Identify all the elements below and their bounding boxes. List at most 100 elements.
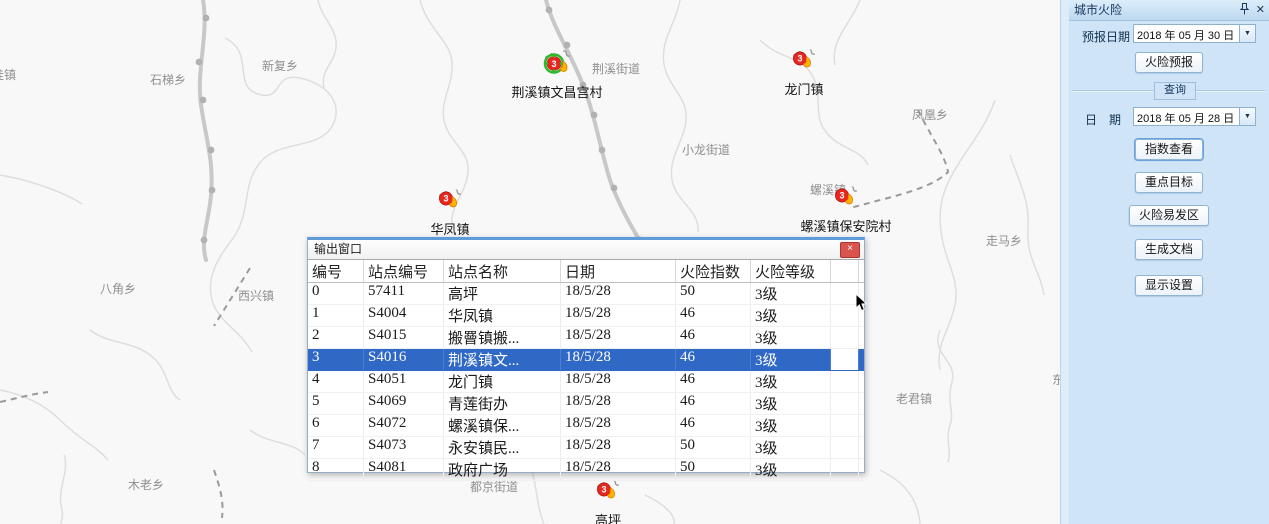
- table-cell: S4016: [364, 349, 444, 370]
- table-column-header[interactable]: 编号: [308, 260, 364, 282]
- table-cell: 46: [676, 415, 751, 436]
- table-cell: 18/5/28: [561, 327, 676, 348]
- table-cell: 3级: [751, 437, 831, 458]
- panel-splitter[interactable]: [1060, 0, 1070, 524]
- panel-button-2[interactable]: 重点目标: [1134, 172, 1204, 193]
- query-date-value: 2018 年 05 月 28 日: [1137, 113, 1235, 125]
- table-column-header[interactable]: 日期: [561, 260, 676, 282]
- table-cell: 搬罾镇搬...: [444, 327, 561, 348]
- table-body: 0 57411 高坪 18/5/28 50 3级 1 S4004 华凤镇 18/5/28 46 3级 2…: [308, 283, 864, 481]
- station-label: 螺溪镇保安院村: [800, 219, 892, 234]
- table-cell: 18/5/28: [561, 283, 676, 304]
- query-date-picker[interactable]: 2018 年 05 月 28 日 ▼: [1133, 107, 1256, 126]
- table-column-header[interactable]: 站点名称: [444, 260, 561, 282]
- map-region-label: 小龙街道: [682, 143, 731, 157]
- table-cell: 政府广场: [444, 459, 561, 480]
- panel-titlebar[interactable]: 城市火险 ✕: [1069, 0, 1269, 21]
- table-cell: [831, 327, 859, 348]
- map-region-label: 木老乡: [128, 478, 165, 492]
- pin-icon[interactable]: [1239, 2, 1250, 18]
- table-row[interactable]: 2 S4015 搬罾镇搬... 18/5/28 46 3级: [308, 327, 864, 349]
- fire-risk-icon[interactable]: 3: [832, 185, 860, 218]
- map-region-label: 荆溪街道: [592, 62, 641, 76]
- panel-button-3[interactable]: 火险易发区: [1128, 205, 1210, 226]
- table-cell: 46: [676, 371, 751, 392]
- table-cell: S4015: [364, 327, 444, 348]
- table-cell: 50: [676, 283, 751, 304]
- map-region-label: 凤凰乡: [912, 108, 949, 122]
- mouse-cursor: [855, 293, 868, 312]
- svg-text:3: 3: [551, 59, 556, 69]
- table-cell: 46: [676, 305, 751, 326]
- query-date-label: 日 期: [1085, 113, 1122, 127]
- table-row[interactable]: 1 S4004 华凤镇 18/5/28 46 3级: [308, 305, 864, 327]
- table-cell: S4073: [364, 437, 444, 458]
- table-cell: [831, 415, 859, 436]
- panel-close-icon[interactable]: ✕: [1255, 3, 1265, 16]
- table-cell: 高坪: [444, 283, 561, 304]
- map-region-label: 石梯乡: [150, 73, 187, 87]
- table-cell: [831, 305, 859, 326]
- fire-forecast-button[interactable]: 火险预报: [1135, 52, 1204, 73]
- output-window[interactable]: 输出窗口 × 编号 站点编号 站点名称 日期 火险指数 火险等级 0 57411 高坪 18/5…: [307, 237, 865, 481]
- forecast-date-picker[interactable]: 2018 年 05 月 30 日 ▼: [1133, 24, 1256, 43]
- panel-button-4[interactable]: 生成文档: [1134, 239, 1204, 260]
- table-row[interactable]: 7 S4073 永安镇民... 18/5/28 50 3级: [308, 437, 864, 459]
- table-cell: 3级: [751, 283, 831, 304]
- table-cell: S4051: [364, 371, 444, 392]
- table-cell: 青莲街办: [444, 393, 561, 414]
- table-cell: S4072: [364, 415, 444, 436]
- table-row[interactable]: 6 S4072 螺溪镇保... 18/5/28 46 3级: [308, 415, 864, 437]
- table-cell: 7: [308, 437, 364, 458]
- table-cell: S4004: [364, 305, 444, 326]
- table-column-header[interactable]: 火险指数: [676, 260, 751, 282]
- table-column-header[interactable]: [831, 260, 859, 282]
- table-cell: 螺溪镇保...: [444, 415, 561, 436]
- table-cell: [831, 349, 859, 370]
- table-row[interactable]: 0 57411 高坪 18/5/28 50 3级: [308, 283, 864, 305]
- map-region-label: 桂镇: [0, 68, 17, 82]
- table-cell: 3: [308, 349, 364, 370]
- chevron-down-icon[interactable]: ▼: [1239, 25, 1255, 42]
- fire-risk-icon[interactable]: 3: [790, 48, 818, 81]
- table-cell: 3级: [751, 415, 831, 436]
- table-cell: 3级: [751, 371, 831, 392]
- svg-text:3: 3: [797, 54, 802, 64]
- fire-risk-icon[interactable]: 3: [540, 50, 574, 86]
- svg-text:3: 3: [839, 191, 844, 201]
- table-row[interactable]: 5 S4069 青莲街办 18/5/28 46 3级: [308, 393, 864, 415]
- table-cell: 4: [308, 371, 364, 392]
- close-icon[interactable]: ×: [840, 242, 860, 258]
- output-window-title: 输出窗口: [314, 242, 363, 256]
- forecast-date-label: 预报日期: [1082, 30, 1131, 44]
- svg-text:3: 3: [443, 194, 448, 204]
- map-region-label: 新复乡: [262, 59, 299, 73]
- table-column-header[interactable]: 站点编号: [364, 260, 444, 282]
- chevron-down-icon[interactable]: ▼: [1239, 108, 1255, 125]
- table-cell: 18/5/28: [561, 305, 676, 326]
- map-region-label: 走马乡: [986, 234, 1023, 248]
- table-row[interactable]: 3 S4016 荆溪镇文... 18/5/28 46 3级: [308, 349, 864, 371]
- table-column-header[interactable]: 火险等级: [751, 260, 831, 282]
- map-region-label: 老君镇: [896, 392, 933, 406]
- table-row[interactable]: 4 S4051 龙门镇 18/5/28 46 3级: [308, 371, 864, 393]
- station-label: 高坪: [594, 513, 622, 524]
- map-region-label: 东: [1052, 373, 1062, 387]
- station-label: 荆溪镇文昌宫村: [511, 85, 603, 100]
- panel-button-5[interactable]: 显示设置: [1134, 275, 1204, 296]
- fire-risk-icon[interactable]: 3: [594, 479, 622, 512]
- table-cell: 57411: [364, 283, 444, 304]
- table-cell: 永安镇民...: [444, 437, 561, 458]
- table-cell: 46: [676, 349, 751, 370]
- table-cell: [831, 283, 859, 304]
- table-row[interactable]: 8 S4081 政府广场 18/5/28 50 3级: [308, 459, 864, 481]
- output-window-titlebar[interactable]: 输出窗口 ×: [308, 240, 864, 260]
- panel-button-1[interactable]: 指数查看: [1134, 139, 1204, 160]
- station-label: 华凤镇: [430, 222, 470, 237]
- table-cell: [831, 459, 859, 480]
- table-cell: 18/5/28: [561, 393, 676, 414]
- table-cell: 0: [308, 283, 364, 304]
- fire-risk-icon[interactable]: 3: [436, 188, 464, 221]
- table-cell: 5: [308, 393, 364, 414]
